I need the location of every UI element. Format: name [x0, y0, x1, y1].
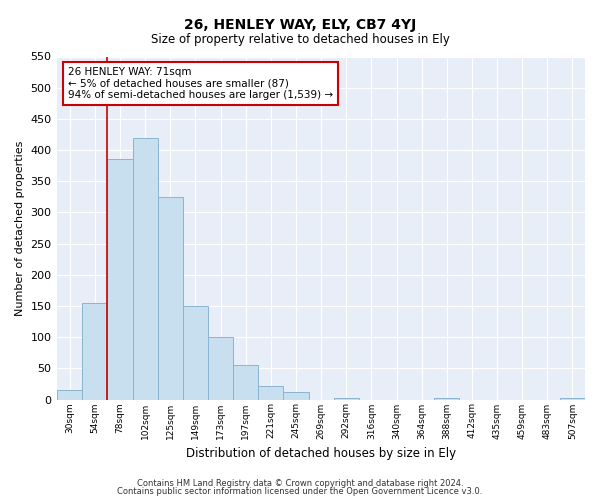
Text: 26 HENLEY WAY: 71sqm
← 5% of detached houses are smaller (87)
94% of semi-detach: 26 HENLEY WAY: 71sqm ← 5% of detached ho…	[68, 67, 333, 100]
Text: Contains public sector information licensed under the Open Government Licence v3: Contains public sector information licen…	[118, 487, 482, 496]
Bar	[133, 138, 158, 400]
Text: Contains HM Land Registry data © Crown copyright and database right 2024.: Contains HM Land Registry data © Crown c…	[137, 478, 463, 488]
Bar	[183, 306, 208, 400]
Bar	[334, 398, 359, 400]
Bar	[158, 197, 183, 400]
Bar	[434, 398, 460, 400]
Bar	[208, 337, 233, 400]
X-axis label: Distribution of detached houses by size in Ely: Distribution of detached houses by size …	[186, 447, 456, 460]
Bar	[560, 398, 585, 400]
Bar	[107, 160, 133, 400]
Text: 26, HENLEY WAY, ELY, CB7 4YJ: 26, HENLEY WAY, ELY, CB7 4YJ	[184, 18, 416, 32]
Bar	[57, 390, 82, 400]
Bar	[283, 392, 308, 400]
Bar	[258, 386, 283, 400]
Text: Size of property relative to detached houses in Ely: Size of property relative to detached ho…	[151, 32, 449, 46]
Bar	[82, 303, 107, 400]
Y-axis label: Number of detached properties: Number of detached properties	[15, 140, 25, 316]
Bar	[233, 365, 258, 400]
